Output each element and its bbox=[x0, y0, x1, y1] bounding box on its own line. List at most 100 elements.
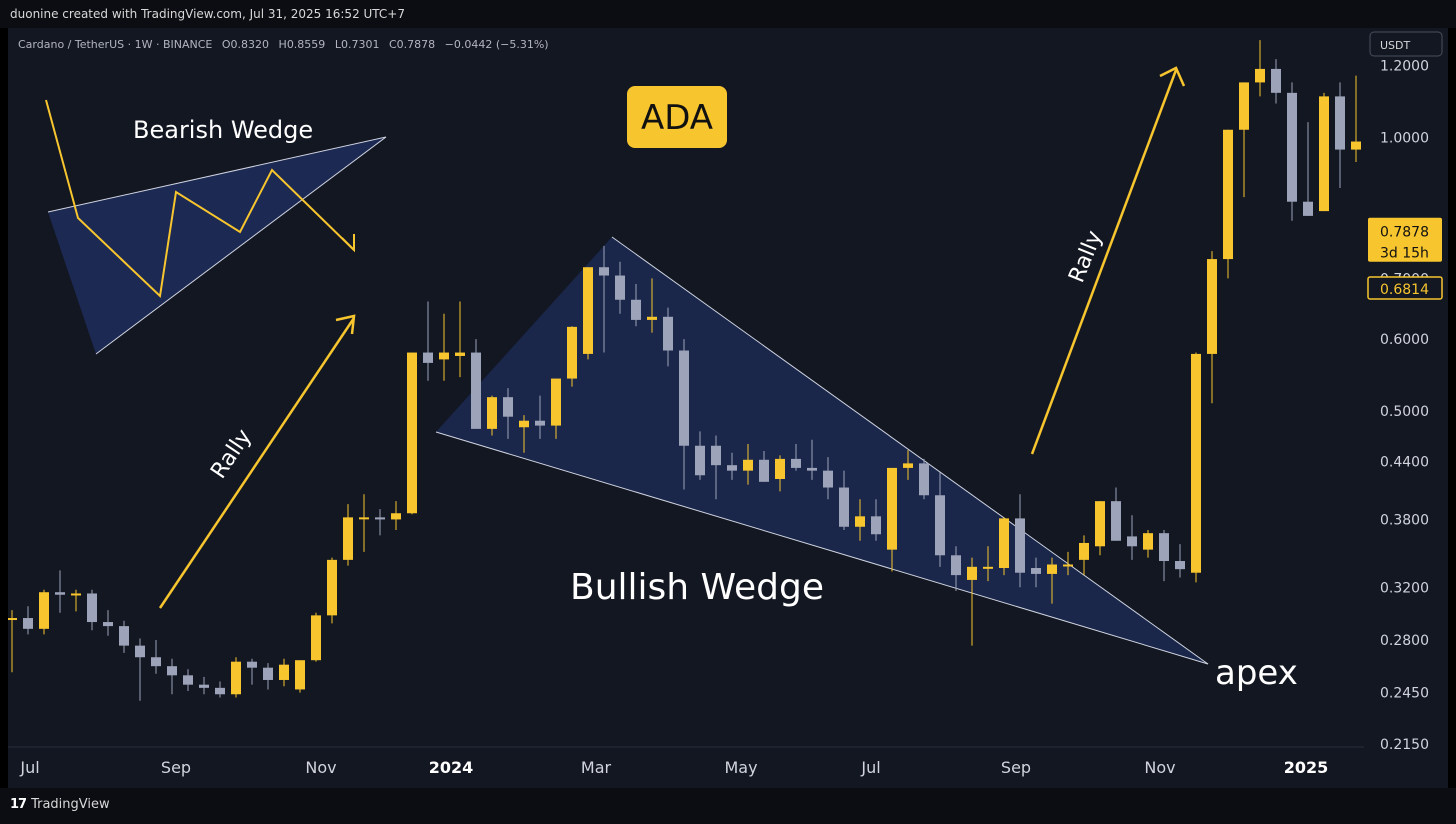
time-tick-label: 2024 bbox=[429, 758, 474, 777]
candle bbox=[1239, 82, 1249, 198]
bearish-wedge-upper-line bbox=[47, 136, 387, 213]
candle-body bbox=[1255, 68, 1265, 83]
candle-body bbox=[39, 592, 49, 629]
candle-body bbox=[535, 420, 545, 426]
time-axis[interactable]: Jul Sep Nov 2024 Mar May Jul Sep Nov 2025 bbox=[8, 746, 1364, 777]
candle bbox=[391, 501, 401, 530]
rally-arrow-right-head bbox=[1159, 66, 1186, 87]
candle bbox=[679, 339, 689, 490]
candle-body bbox=[1063, 564, 1073, 567]
bearish-wedge-label: Bearish Wedge bbox=[133, 116, 313, 144]
bullish-wedge-lower-line bbox=[435, 431, 1209, 665]
candle-body bbox=[1047, 564, 1057, 574]
candles-group bbox=[7, 40, 1361, 701]
candle-body bbox=[1015, 518, 1025, 573]
symbol-badge-text: ADA bbox=[641, 98, 713, 138]
time-tick-label: Jul bbox=[860, 758, 880, 777]
candle bbox=[935, 472, 945, 567]
candle-body bbox=[503, 397, 513, 417]
candle-body bbox=[1159, 533, 1169, 562]
candle-body bbox=[615, 275, 625, 300]
candle bbox=[39, 589, 49, 635]
last-price-tag bbox=[1368, 217, 1442, 262]
candle-body bbox=[599, 267, 609, 276]
candle-body bbox=[23, 618, 33, 629]
rally-arrow-right bbox=[1030, 69, 1178, 455]
price-chart[interactable]: Cardano / TetherUS · 1W · BINANCE O0.832… bbox=[7, 28, 1448, 788]
apex-label: apex bbox=[1215, 653, 1298, 693]
candle bbox=[583, 267, 593, 360]
price-axis[interactable]: 1.2000 1.0000 0.6000 0.5000 0.4400 0.3800 0.32… bbox=[1367, 59, 1443, 754]
time-tick-label: Sep bbox=[161, 758, 191, 777]
candle-body bbox=[295, 660, 305, 690]
price-tick-label: 0.2150 bbox=[1380, 737, 1429, 753]
candle bbox=[183, 669, 193, 692]
time-tick-label: May bbox=[724, 758, 757, 777]
candle bbox=[87, 589, 97, 631]
candle bbox=[119, 620, 129, 653]
candle-body bbox=[439, 352, 449, 360]
candle bbox=[1255, 40, 1265, 97]
candle bbox=[1271, 59, 1281, 104]
candle-body bbox=[919, 463, 929, 496]
candle bbox=[999, 517, 1009, 576]
candle bbox=[1303, 122, 1313, 216]
candle bbox=[359, 494, 369, 552]
candle-body bbox=[1127, 536, 1137, 547]
candle bbox=[551, 378, 561, 439]
candle-body bbox=[823, 470, 833, 488]
currency-button[interactable] bbox=[1369, 31, 1443, 57]
tradingview-logo[interactable]: 17 TradingView bbox=[10, 797, 110, 812]
candle-body bbox=[855, 516, 865, 527]
candle bbox=[1335, 82, 1345, 189]
candle-body bbox=[375, 517, 385, 520]
candle bbox=[279, 658, 289, 687]
candle-body bbox=[263, 667, 273, 680]
candle bbox=[455, 301, 465, 378]
candle bbox=[903, 450, 913, 480]
candle bbox=[199, 676, 209, 695]
candle bbox=[167, 658, 177, 695]
chart-area[interactable]: Cardano / TetherUS · 1W · BINANCE O0.832… bbox=[7, 28, 1448, 788]
candle bbox=[231, 657, 241, 698]
close-value: 0.7878 bbox=[397, 38, 436, 51]
high-label: H bbox=[279, 38, 287, 51]
candle-body bbox=[887, 467, 897, 550]
candle bbox=[263, 663, 273, 690]
candle bbox=[1079, 535, 1089, 576]
candle bbox=[535, 395, 545, 439]
candle-body bbox=[247, 661, 257, 668]
rally-arrow-left-head bbox=[335, 314, 356, 335]
candle-body bbox=[663, 316, 673, 351]
bearish-zigzag-line bbox=[45, 99, 355, 299]
low-value: 0.7301 bbox=[341, 38, 380, 51]
candle bbox=[151, 639, 161, 674]
candle bbox=[1223, 129, 1233, 279]
candle-body bbox=[967, 566, 977, 580]
candle-body bbox=[1175, 561, 1185, 570]
price-tick-label: 0.3800 bbox=[1380, 512, 1429, 528]
time-tick-label: Nov bbox=[305, 758, 336, 777]
candle-body bbox=[487, 397, 497, 429]
candle bbox=[1143, 529, 1153, 558]
time-tick-label: Jul bbox=[19, 758, 39, 777]
price-tick-label: 0.4400 bbox=[1380, 455, 1429, 471]
bar-countdown: 3d 15h bbox=[1380, 246, 1429, 262]
candle bbox=[439, 313, 449, 381]
candle bbox=[807, 439, 817, 480]
change-value: −0.0442 (−5.31%) bbox=[445, 38, 549, 51]
candle-body bbox=[647, 316, 657, 320]
candle bbox=[1287, 82, 1297, 221]
candle-body bbox=[215, 687, 225, 695]
candle-body bbox=[103, 622, 113, 627]
time-tick-label: Nov bbox=[1144, 758, 1175, 777]
candle bbox=[407, 352, 417, 515]
candle-body bbox=[1207, 259, 1217, 354]
time-tick-label: Sep bbox=[1001, 758, 1031, 777]
candle-body bbox=[679, 350, 689, 446]
open-label: O bbox=[222, 38, 231, 51]
candle bbox=[871, 499, 881, 541]
bullish-wedge-upper-line bbox=[611, 236, 1209, 665]
rally-arrow-left bbox=[158, 317, 356, 609]
candle bbox=[951, 546, 961, 591]
